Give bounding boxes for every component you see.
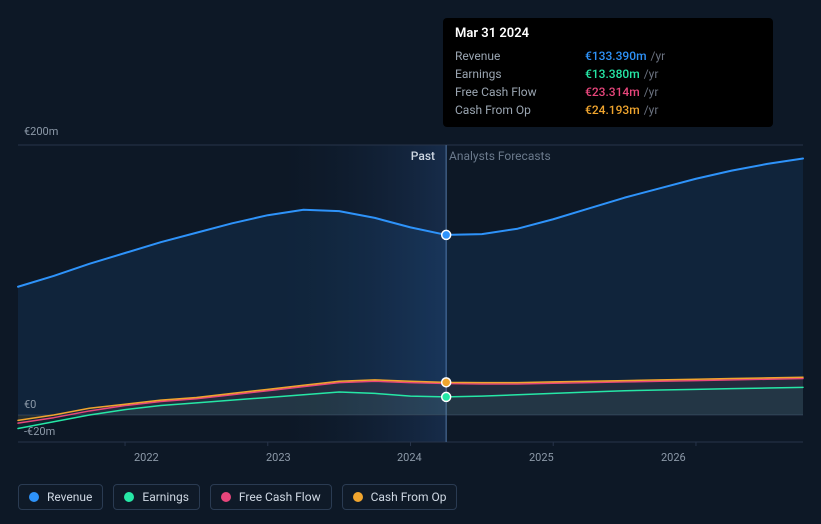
financial-forecast-chart: €200m €0 -€20m 2022 2023 2024 2025 2026 …	[0, 0, 821, 524]
tooltip-row-label: Revenue	[455, 47, 585, 65]
legend-label: Revenue	[47, 490, 92, 504]
legend-item-fcf[interactable]: Free Cash Flow	[210, 484, 332, 510]
y-tick-label: €200m	[24, 125, 58, 138]
x-tick-label: 2024	[397, 451, 422, 464]
x-tick-label: 2025	[529, 451, 554, 464]
tooltip-row-suffix: /yr	[644, 65, 659, 83]
tooltip-row-suffix: /yr	[644, 101, 659, 119]
legend-swatch	[221, 492, 231, 502]
forecast-label: Analysts Forecasts	[449, 149, 551, 163]
chart-legend: Revenue Earnings Free Cash Flow Cash Fro…	[18, 484, 457, 510]
tooltip-row-suffix: /yr	[651, 47, 666, 65]
tooltip-row: Free Cash Flow €23.314m /yr	[455, 83, 761, 101]
past-label: Past	[411, 149, 435, 163]
x-tick-label: 2023	[266, 451, 291, 464]
legend-label: Cash From Op	[371, 490, 447, 504]
legend-swatch	[124, 492, 134, 502]
tooltip-row-value: €13.380m	[585, 65, 640, 83]
tooltip-row-suffix: /yr	[644, 83, 659, 101]
tooltip-row-value: €133.390m	[585, 47, 647, 65]
tooltip-row: Earnings €13.380m /yr	[455, 65, 761, 83]
legend-item-revenue[interactable]: Revenue	[18, 484, 103, 510]
legend-label: Earnings	[142, 490, 189, 504]
y-tick-label: €0	[24, 398, 36, 411]
tooltip-row-value: €24.193m	[585, 101, 640, 119]
y-tick-label: -€20m	[24, 425, 55, 438]
tooltip-row: Revenue €133.390m /yr	[455, 47, 761, 65]
tooltip-row: Cash From Op €24.193m /yr	[455, 101, 761, 119]
tooltip-row-label: Earnings	[455, 65, 585, 83]
legend-item-earnings[interactable]: Earnings	[113, 484, 200, 510]
tooltip-row-value: €23.314m	[585, 83, 640, 101]
legend-label: Free Cash Flow	[239, 490, 321, 504]
legend-swatch	[353, 492, 363, 502]
legend-item-cfo[interactable]: Cash From Op	[342, 484, 458, 510]
x-tick-label: 2026	[661, 451, 686, 464]
tooltip-date: Mar 31 2024	[455, 26, 761, 41]
x-tick-label: 2022	[134, 451, 159, 464]
tooltip-row-label: Free Cash Flow	[455, 83, 585, 101]
chart-tooltip: Mar 31 2024 Revenue €133.390m /yr Earnin…	[443, 18, 773, 127]
tooltip-row-label: Cash From Op	[455, 101, 585, 119]
legend-swatch	[29, 492, 39, 502]
